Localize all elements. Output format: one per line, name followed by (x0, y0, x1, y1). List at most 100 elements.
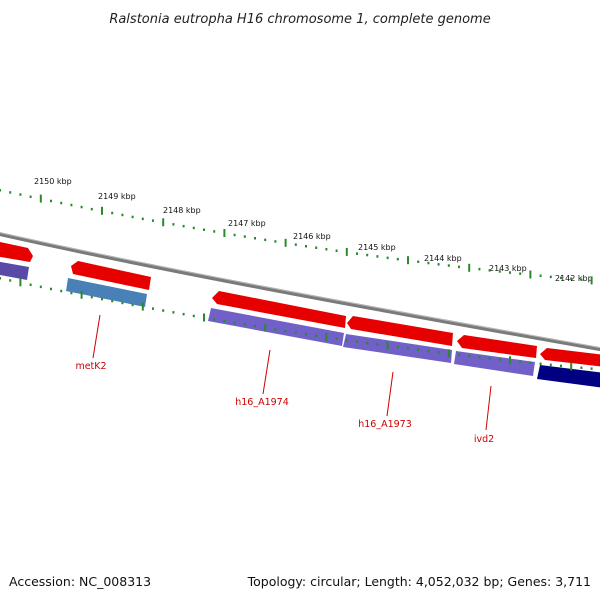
inner-tick-major (19, 278, 22, 287)
outer-tick-major (529, 270, 532, 279)
inner-tick-minor (335, 337, 338, 340)
cds-reverse-block[interactable] (208, 308, 344, 346)
outer-tick-minor (396, 257, 399, 261)
cds-forward-arrow[interactable] (457, 335, 537, 358)
outer-tick-minor (60, 201, 63, 205)
reverse-strand-track (0, 261, 600, 388)
cds-reverse-block-dark[interactable] (537, 365, 600, 388)
inner-tick-minor (560, 364, 562, 368)
outer-tick-minor (243, 235, 246, 238)
outer-tick-minor (19, 193, 22, 196)
cds-forward-arrow[interactable] (212, 291, 346, 328)
outer-tick-minor (294, 243, 297, 246)
accession-text: Accession: NC_008313 (9, 574, 151, 589)
outer-tick-minor (203, 228, 205, 231)
outer-tick-major (223, 229, 226, 237)
inner-tick-minor (539, 362, 542, 365)
inner-tick-ruler (0, 277, 593, 371)
inner-tick-minor (345, 338, 348, 342)
cds-forward-arrow[interactable] (0, 241, 33, 262)
gene-label-h16-A1974[interactable]: h16_A1974 (235, 397, 289, 408)
cds-forward-arrow[interactable] (347, 316, 453, 346)
forward-strand-track (0, 241, 600, 367)
outer-tick-minor (366, 253, 369, 257)
kbp-label-2144: 2144 kbp (424, 254, 462, 263)
inner-tick-minor (274, 328, 277, 331)
cds-forward-arrow[interactable] (540, 348, 600, 367)
cds-reverse-block[interactable] (343, 334, 452, 363)
inner-tick-minor (131, 303, 134, 307)
outer-tick-major (101, 206, 103, 215)
inner-tick-minor (294, 331, 297, 334)
inner-tick-minor (192, 314, 195, 318)
outer-tick-minor (376, 255, 379, 258)
outer-tick-minor (213, 230, 216, 233)
kbp-label-2147: 2147 kbp (228, 219, 266, 228)
outer-tick-minor (458, 265, 460, 269)
inner-tick-minor (9, 279, 12, 282)
outer-tick-minor (386, 256, 389, 260)
cds-reverse-block[interactable] (0, 261, 29, 280)
outer-tick-minor (70, 203, 73, 207)
inner-tick-minor (162, 309, 165, 312)
kbp-label-2143: 2143 kbp (489, 264, 527, 273)
map-title: Ralstonia eutropha H16 chromosome 1, com… (109, 12, 490, 27)
inner-tick-minor (488, 357, 491, 360)
outer-tick-minor (560, 276, 562, 280)
outer-tick-minor (549, 275, 552, 279)
outer-tick-major (468, 263, 471, 272)
outer-tick-minor (539, 274, 542, 277)
outer-tick-minor (152, 219, 154, 222)
outer-tick-minor (141, 217, 144, 221)
gene-label-ivd2[interactable]: ivd2 (474, 434, 494, 445)
inner-tick-major (570, 362, 573, 371)
inner-tick-major (141, 302, 144, 311)
outer-tick-minor (264, 238, 267, 242)
kbp-label-2146: 2146 kbp (293, 232, 331, 241)
outer-tick-minor (29, 195, 32, 198)
inner-tick-minor (233, 321, 236, 325)
outer-tick-minor (274, 240, 277, 243)
kbp-label-2148: 2148 kbp (163, 206, 201, 215)
outer-tick-minor (498, 270, 501, 273)
outer-tick-minor (172, 223, 175, 226)
outer-tick-minor (437, 263, 440, 266)
inner-tick-major (447, 349, 450, 358)
inner-tick-minor (111, 299, 114, 303)
outer-tick-minor (427, 261, 430, 265)
outer-tick-minor (111, 211, 114, 215)
inner-tick-minor (417, 348, 420, 351)
outer-tick-minor (417, 260, 420, 263)
outer-tick-minor (580, 278, 583, 281)
gene-label-metK2[interactable]: metK2 (75, 361, 106, 372)
inner-tick-minor (284, 329, 287, 333)
outer-tick-minor (335, 249, 338, 252)
leader-line (262, 349, 271, 395)
inner-tick-minor (243, 323, 246, 326)
inner-tick-minor (458, 353, 460, 357)
outer-tick-minor (121, 213, 124, 217)
inner-tick-minor (468, 354, 471, 358)
cds-forward-arrow[interactable] (71, 261, 151, 290)
cds-reverse-block[interactable] (454, 351, 535, 376)
gene-label-h16-A1973[interactable]: h16_A1973 (358, 419, 412, 430)
kbp-label-2150: 2150 kbp (34, 177, 72, 186)
inner-tick-minor (407, 347, 409, 350)
outer-tick-minor (90, 207, 93, 211)
outer-tick-minor (488, 269, 491, 272)
inner-tick-minor (39, 285, 42, 289)
inner-tick-minor (396, 345, 399, 349)
outer-tick-major (345, 247, 348, 256)
kbp-label-2142: 2142 kbp (555, 274, 593, 283)
chromosome-backbone-highlight (0, 232, 600, 349)
inner-tick-minor (549, 363, 552, 367)
inner-tick-minor (182, 312, 185, 316)
inner-tick-minor (172, 311, 175, 314)
cds-reverse-block[interactable] (66, 278, 147, 307)
inner-tick-major (203, 313, 205, 322)
outer-tick-major (407, 256, 409, 265)
inner-tick-major (80, 290, 83, 299)
inner-tick-minor (590, 367, 593, 370)
outer-tick-major (284, 238, 287, 247)
